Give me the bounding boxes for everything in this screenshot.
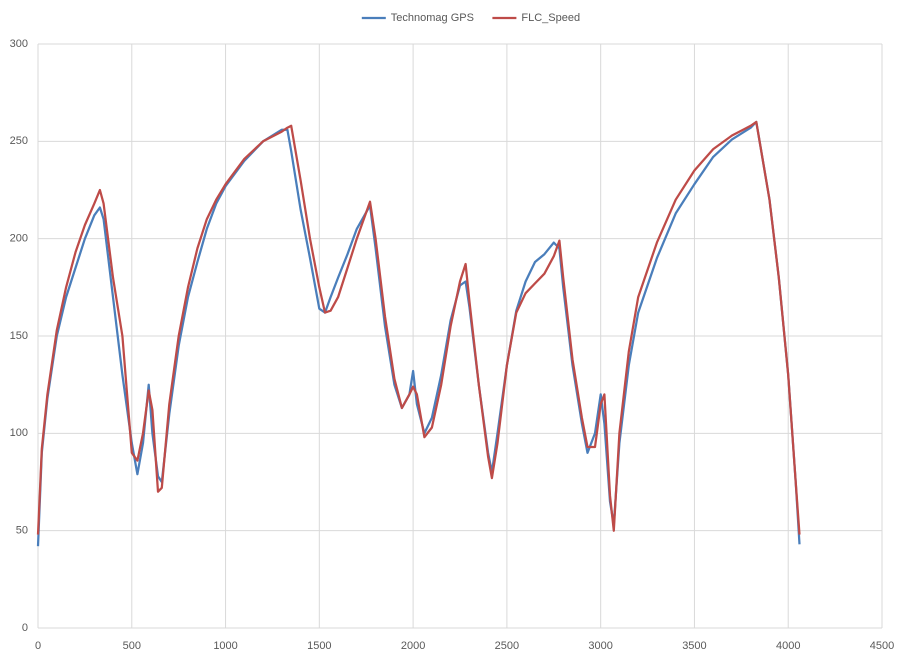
y-tick-label: 0	[22, 622, 28, 634]
y-tick-label: 200	[10, 233, 28, 245]
x-tick-label: 3500	[682, 640, 706, 652]
x-tick-label: 500	[123, 640, 141, 652]
y-tick-label: 50	[16, 525, 28, 537]
series-line	[36, 120, 801, 535]
y-tick-label: 150	[10, 330, 28, 342]
y-tick-label: 250	[10, 135, 28, 147]
x-tick-label: 2000	[401, 640, 425, 652]
x-tick-label: 4500	[870, 640, 894, 652]
x-tick-label: 2500	[495, 640, 519, 652]
x-tick-label: 1500	[307, 640, 331, 652]
x-tick-label: 1000	[213, 640, 237, 652]
x-tick-label: 0	[35, 640, 41, 652]
x-tick-label: 4000	[776, 640, 800, 652]
y-tick-label: 100	[10, 427, 28, 439]
y-tick-label: 300	[10, 38, 28, 50]
x-tick-label: 3000	[588, 640, 612, 652]
legend-label: FLC_Speed	[521, 12, 580, 24]
legend-label: Technomag GPS	[391, 12, 474, 24]
